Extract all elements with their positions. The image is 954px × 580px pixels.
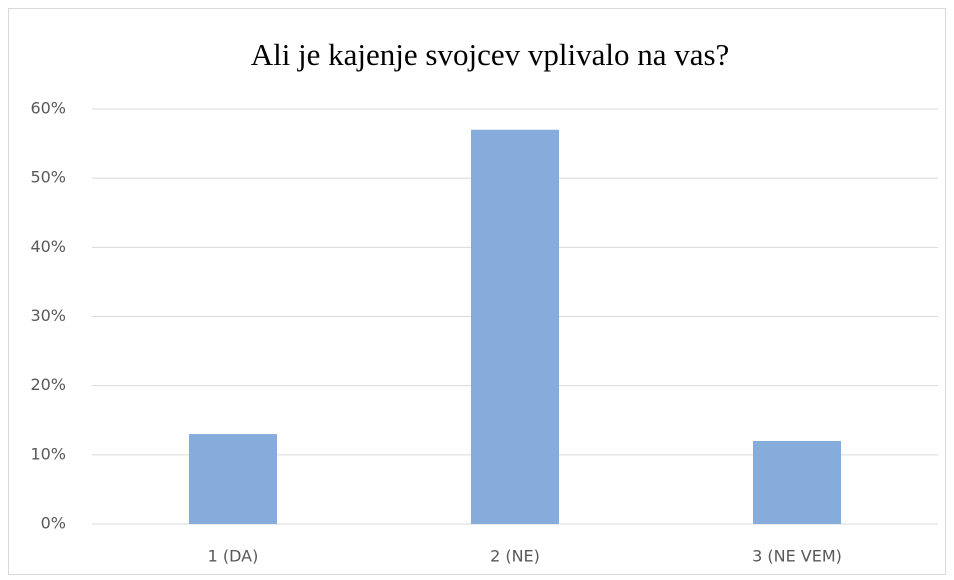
y-tick-label: 10% <box>30 444 66 463</box>
y-tick-label: 0% <box>41 514 66 533</box>
x-tick-label: 3 (NE VEM) <box>752 547 842 566</box>
bar <box>753 441 841 524</box>
chart-title: Ali je kajenje svojcev vplivalo na vas? <box>251 37 730 72</box>
y-tick-label: 50% <box>30 168 66 187</box>
y-tick-label: 30% <box>30 306 66 325</box>
y-tick-label: 60% <box>30 99 66 118</box>
y-tick-label: 20% <box>30 375 66 394</box>
y-tick-label: 40% <box>30 237 66 256</box>
bar <box>189 434 277 524</box>
bar <box>471 129 559 524</box>
x-tick-label: 2 (NE) <box>490 547 540 566</box>
x-tick-label: 1 (DA) <box>208 547 259 566</box>
